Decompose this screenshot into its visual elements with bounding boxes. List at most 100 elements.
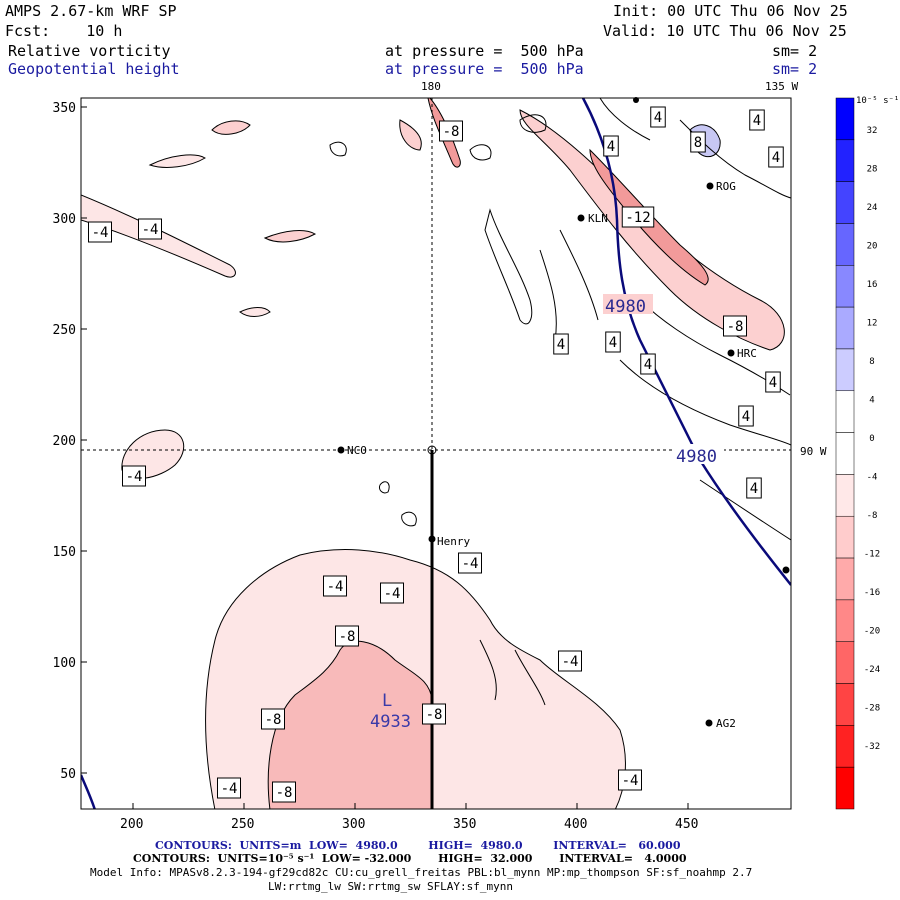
colorbar-segment: [835, 766, 855, 810]
colorbar-level: -20: [864, 627, 880, 637]
contour-label: 4: [742, 409, 750, 425]
station-label: NCO: [347, 444, 367, 457]
contour-label-box: [558, 650, 582, 672]
station-label: HRC: [737, 347, 757, 360]
colorbar-level: 8: [869, 357, 874, 367]
contour-label: 4: [750, 481, 758, 497]
contour-label-box: [746, 477, 762, 499]
contour-label: -4: [221, 781, 238, 797]
footer-model-info: Model Info: MPASv8.2.3-194-gf29cd82c CU:…: [90, 866, 753, 879]
colorbar-level: -4: [867, 473, 878, 483]
plot-frame: [80, 97, 792, 810]
contour-label-box: [323, 575, 347, 597]
low-symbol: L: [382, 691, 392, 711]
colorbar-level: -16: [864, 588, 880, 598]
vorticity-contour-labels: -4 -4 -4 -4 -4 -4 -4 -4 -4 -8 -8 -8 -8 -8 -8 -12 4 4 4 4 4 4 4…: [88, 106, 784, 803]
colorbar-segment: [835, 390, 855, 433]
colorbar-segment: [835, 683, 855, 726]
colorbar-level: -32: [864, 742, 880, 752]
y-tick-label: 150: [53, 545, 76, 560]
y-tick-labels: 350 300 250 200 150 100 50: [53, 101, 76, 782]
field-vorticity: Relative vorticity: [8, 42, 171, 60]
colorbar-level: 28: [867, 165, 878, 175]
contour-label: 8: [694, 135, 702, 151]
footer-contours-height: CONTOURS: UNITS=m LOW= 4980.0 HIGH= 4980…: [155, 839, 681, 852]
colorbar-level: 16: [867, 280, 878, 290]
colorbar-segment: [835, 474, 855, 517]
colorbar-level: 32: [867, 126, 878, 136]
contour-label-box: [605, 331, 621, 353]
contour-label-box: [138, 218, 162, 240]
contour-label-box: [723, 315, 747, 337]
contour-label: -8: [265, 712, 282, 728]
colorbar-level: 0: [869, 434, 874, 444]
station-label: AG2: [716, 717, 736, 730]
contour-label-box: [217, 777, 241, 799]
colorbar-level: -24: [864, 665, 880, 675]
contour-label: -8: [339, 629, 356, 645]
lon-label-180: 180: [421, 80, 441, 93]
contour-label: -8: [276, 785, 293, 801]
x-tick-label: 300: [342, 817, 365, 832]
contour-label-box: [272, 781, 296, 803]
colorbar-segment: [835, 725, 855, 768]
height-contour-label: 4980: [605, 297, 646, 317]
low-value: 4933: [370, 712, 411, 732]
y-axis: [81, 106, 87, 774]
x-tick-label: 250: [231, 817, 254, 832]
contour-label-box: [380, 582, 404, 604]
x-tick-label: 400: [564, 817, 587, 832]
colorbar-unit: 10⁻⁵ s⁻¹: [856, 96, 899, 106]
contour-label: 4: [769, 375, 777, 391]
init-time: Init: 00 UTC Thu 06 Nov 25: [613, 2, 848, 20]
contour-label: -4: [622, 773, 639, 789]
contour-label: 4: [644, 357, 652, 373]
colorbar-segment: [835, 181, 855, 224]
contour-label: -4: [384, 586, 401, 602]
contour-label-box: [765, 371, 781, 393]
contour-label: -8: [443, 124, 460, 140]
y-tick-label: 350: [53, 101, 76, 116]
colorbar-segment: [835, 432, 855, 475]
contour-label-box: [122, 465, 146, 487]
colorbar-segment: [835, 97, 855, 141]
contour-label-box: [261, 708, 285, 730]
colorbar-segment: [835, 139, 855, 182]
y-tick-label: 50: [60, 767, 76, 782]
lon-label-135w: 135 W: [765, 80, 798, 93]
colorbar-segment: [835, 223, 855, 266]
contour-label-box: [88, 221, 112, 243]
contour-label-box: [738, 405, 754, 427]
contour-label: -8: [727, 319, 744, 335]
x-tick-label: 350: [453, 817, 476, 832]
colorbar-level: -28: [864, 704, 880, 714]
contour-label: 4: [772, 150, 780, 166]
contour-label: -4: [92, 225, 109, 241]
contour-label: 4: [607, 139, 615, 155]
colorbar-segment: [835, 641, 855, 684]
colorbar-segment: [835, 265, 855, 308]
model-title: AMPS 2.67-km WRF SP: [5, 2, 177, 20]
contour-label-box: [768, 146, 784, 168]
field-geopotential: Geopotential height: [8, 60, 180, 78]
pole-marker: [427, 445, 437, 455]
colorbar-segment: [835, 599, 855, 642]
contour-label-box: [650, 106, 666, 128]
x-tick-label: 450: [675, 817, 698, 832]
y-tick-label: 300: [53, 212, 76, 227]
colorbar-segment: [835, 348, 855, 392]
contour-label: -4: [462, 556, 479, 572]
lat-label-90w: 90 W: [800, 445, 827, 458]
contour-label: -8: [426, 707, 443, 723]
contour-label-box: [640, 353, 656, 375]
contour-label-box: [749, 109, 765, 131]
colorbar-level: 4: [869, 396, 874, 406]
contour-label: -12: [625, 210, 650, 226]
x-tick-labels: 200 250 300 350 400 450: [120, 817, 698, 832]
contour-label-box: [690, 131, 706, 153]
valid-time: Valid: 10 UTC Thu 06 Nov 25: [603, 22, 847, 40]
footer-contours-vorticity: CONTOURS: UNITS=10⁻⁵ s⁻¹ LOW= -32.000 HI…: [133, 852, 687, 865]
contour-label-box: [422, 703, 446, 725]
x-axis: [132, 803, 689, 809]
